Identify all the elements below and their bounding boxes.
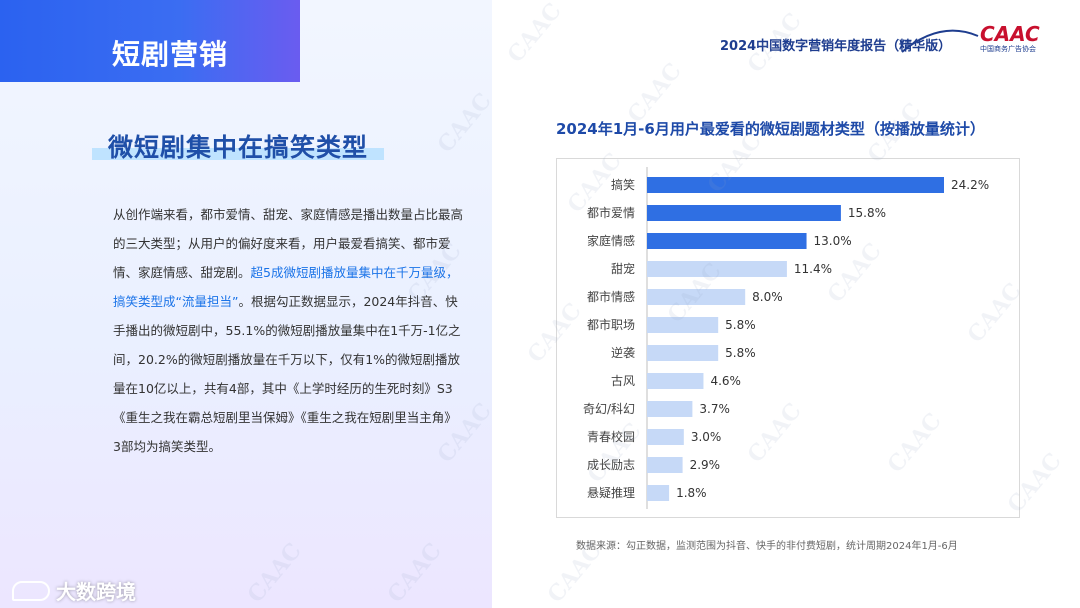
footer-logo: 大数跨境 <box>12 576 136 605</box>
section-tag <box>0 0 300 82</box>
value-label: 24.2% <box>951 178 989 192</box>
value-label: 5.8% <box>725 346 756 360</box>
paragraph-part3: 。根据勾正数据显示，2024年抖音、快手播出的微短剧中，55.1%的微短剧播放量… <box>113 294 461 454</box>
report-title: 2024中国数字营销年度报告（精华版） <box>720 39 952 54</box>
category-label: 奇幻/科幻 <box>583 402 635 416</box>
category-label: 青春校园 <box>587 429 635 444</box>
value-label: 3.0% <box>691 430 722 444</box>
body-paragraph: 从创作端来看，都市爱情、甜宠、家庭情感是播出数量占比最高的三大类型；从用户的偏好… <box>113 200 463 461</box>
value-label: 13.0% <box>814 234 852 248</box>
bar <box>647 177 944 193</box>
value-label: 1.8% <box>676 486 707 500</box>
category-label: 悬疑推理 <box>587 485 635 500</box>
bar <box>647 205 841 221</box>
value-label: 2.9% <box>690 458 721 472</box>
value-label: 3.7% <box>699 402 730 416</box>
category-label: 都市职场 <box>587 317 635 332</box>
category-label: 都市爱情 <box>587 205 635 220</box>
swoosh-icon <box>901 29 979 53</box>
paragraph-part1: 从创作端来看，都市爱情、甜宠、家庭情感是播出数量占比最高的三大类型；从用户的偏好… <box>113 207 464 280</box>
bar <box>647 233 807 249</box>
paragraph-highlight: 超5成微短剧播放量集中在千万量级，搞笑类型成“流量担当” <box>113 265 459 309</box>
brand-logo: CAAC 中国商务广告协会 <box>980 22 1052 54</box>
left-panel <box>0 0 492 608</box>
page-headline: 微短剧集中在搞笑类型 <box>108 133 369 162</box>
bar <box>647 429 684 445</box>
bar <box>647 345 719 361</box>
category-label: 都市情感 <box>587 289 635 304</box>
source-note: 数据来源：勾正数据，监测范围为抖音、快手的非付费短剧，统计周期2024年1月-6… <box>576 541 958 552</box>
brand-subtitle: 中国商务广告协会 <box>980 45 1036 53</box>
category-label: 甜宠 <box>611 261 635 276</box>
category-label: 搞笑 <box>611 177 635 192</box>
bar <box>647 289 746 305</box>
brand-name: CAAC <box>980 22 1040 46</box>
bar <box>647 373 704 389</box>
bar <box>647 485 670 501</box>
bar <box>647 317 719 333</box>
value-label: 4.6% <box>710 374 741 388</box>
footer-logo-text: 大数跨境 <box>56 580 136 604</box>
value-label: 8.0% <box>752 290 783 304</box>
category-label: 家庭情感 <box>587 233 635 248</box>
bar <box>647 457 683 473</box>
section-tag-label: 短剧营销 <box>112 38 229 71</box>
value-label: 5.8% <box>725 318 756 332</box>
value-label: 15.8% <box>848 206 886 220</box>
chart-frame: 搞笑 24.2% 都市爱情 15.8% 家庭情感 13.0% 甜宠 11.4% 都市情感 8.0%… <box>556 158 1020 518</box>
bar-chart: 搞笑 24.2% 都市爱情 15.8% 家庭情感 13.0% 甜宠 11.4% 都市情感 8.0%… <box>583 167 989 509</box>
category-label: 逆袭 <box>611 345 635 360</box>
bar <box>647 261 787 277</box>
footer-logo-icon <box>12 580 50 601</box>
chart-title: 2024年1月-6月用户最爱看的微短剧题材类型（按播放量统计） <box>556 120 985 138</box>
category-label: 古风 <box>611 373 635 388</box>
bar <box>647 401 693 417</box>
headline-underline <box>92 148 384 160</box>
value-label: 11.4% <box>794 262 832 276</box>
watermark-text: CAAC <box>502 0 567 68</box>
category-label: 成长励志 <box>587 458 635 472</box>
